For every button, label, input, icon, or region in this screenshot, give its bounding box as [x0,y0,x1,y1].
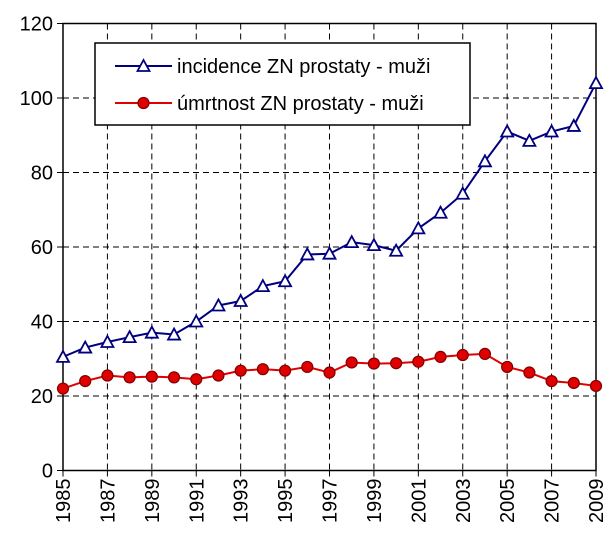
x-tick-label: 1997 [320,479,342,524]
legend: incidence ZN prostaty - muži úmrtnost ZN … [94,42,471,126]
y-tick-label: 120 [20,14,53,36]
legend-label: incidence ZN prostaty - muži [177,56,430,78]
marker [234,364,247,377]
marker [144,324,160,339]
x-tick-label: 1993 [231,479,253,524]
y-tick-label: 80 [31,163,53,185]
marker [299,246,315,261]
marker [344,234,360,249]
marker [101,369,114,382]
x-tick-label: 1987 [97,479,119,524]
marker [412,355,425,368]
marker [345,356,358,369]
marker [210,297,226,312]
marker [301,360,314,374]
y-tick-label: 0 [42,461,53,483]
marker [477,153,493,168]
marker [323,366,336,379]
legend-label: úmrtnost ZN prostaty - muži [177,93,424,115]
marker [123,371,136,384]
marker [278,364,292,377]
marker [167,371,181,384]
marker [55,349,71,363]
marker [99,334,115,348]
x-tick-label: 1991 [186,479,208,524]
marker [433,204,449,219]
marker [256,363,269,376]
x-tick-label: 1999 [364,479,386,524]
x-tick-label: 1985 [53,479,75,524]
marker [255,278,271,293]
marker [501,360,514,374]
marker [212,369,225,382]
marker [521,132,537,147]
plot-border [62,22,597,472]
x-tick-label: 2005 [497,479,519,524]
x-tick-label: 2001 [408,479,430,524]
marker [277,273,293,288]
marker [390,357,403,370]
marker [79,375,92,388]
marker [499,123,515,138]
marker [588,75,604,89]
marker [388,242,404,257]
x-tick-label: 1989 [142,479,164,524]
marker [456,348,469,362]
x-tick-label: 1995 [275,479,297,524]
marker [478,347,492,361]
x-tick-label: 2003 [453,479,475,524]
marker [589,379,603,393]
y-tick-label: 40 [31,312,53,334]
marker [188,313,204,328]
marker [166,326,182,341]
marker [190,373,203,386]
marker [545,375,558,388]
marker [122,329,138,344]
legend-box [94,42,471,126]
marker [544,123,560,138]
marker [77,339,93,354]
x-tick-label: 2007 [542,479,564,524]
x-tick-label: 2009 [586,479,606,524]
marker [455,185,471,200]
legend-marker [135,58,152,72]
marker [566,118,582,132]
y-tick-label: 20 [31,386,53,408]
y-tick-label: 60 [31,237,53,259]
marker [366,237,382,252]
marker [233,293,249,307]
marker [410,220,426,235]
marker [567,376,580,390]
marker [434,350,447,363]
marker [145,370,158,383]
marker [367,357,381,370]
legend-marker [137,96,150,110]
marker [523,366,536,379]
y-tick-label: 100 [20,88,53,110]
marker [56,382,70,395]
marker [321,245,338,260]
